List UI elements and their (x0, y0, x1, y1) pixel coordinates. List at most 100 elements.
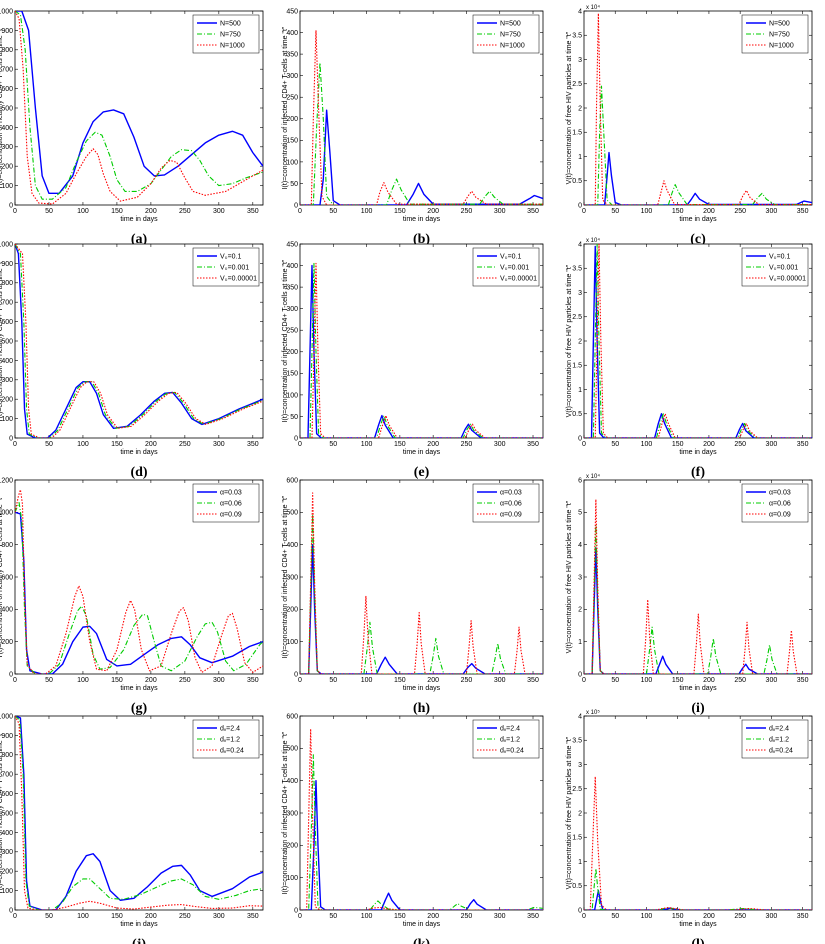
series-line-3 (584, 776, 812, 910)
y-tick-label: 0 (578, 202, 582, 209)
y-tick-label: 1000 (0, 8, 13, 15)
x-tick-label: 200 (703, 208, 715, 215)
x-tick-label: 0 (582, 208, 586, 215)
y-axis-label: T(t)=concentration of healthy CD4+ T-cel… (0, 495, 4, 659)
legend-label: N=500 (769, 21, 790, 28)
y-multiplier: x 10⁴ (586, 4, 600, 11)
y-tick-label: 2 (578, 810, 582, 817)
x-tick-label: 0 (13, 677, 17, 684)
chart-f: 0 50 100 150 200 250 300 350 0 0.5 1 1.5 2 2.5 3 3.5 4 x … (566, 237, 813, 480)
series-line-3 (584, 12, 812, 205)
legend-label: V₀=0.001 (220, 265, 249, 272)
y-tick-label: 250 (286, 328, 298, 335)
y-tick-label: 0 (294, 435, 298, 442)
panel-caption: (d) (130, 465, 147, 480)
x-axis-label: time in days (403, 216, 441, 223)
legend-label: V₀=0.001 (769, 265, 798, 272)
y-tick-label: 400 (286, 542, 298, 549)
y-tick-label: 150 (286, 138, 298, 145)
legend-label: N=750 (500, 32, 521, 39)
x-tick-label: 150 (111, 208, 123, 215)
y-tick-label: 1000 (0, 241, 13, 248)
y-axis-label: I(t)=concentration of infected CD4+ T-ce… (282, 26, 289, 189)
y-tick-label: 3 (578, 290, 582, 297)
y-tick-label: 0.5 (572, 178, 582, 185)
legend-label: V₀=0.001 (500, 265, 529, 272)
legend: dᵥ=2.4 dᵥ=1.2 dᵥ=0.24 (741, 719, 809, 759)
x-tick-label: 150 (394, 441, 406, 448)
y-tick-label: 200 (286, 607, 298, 614)
legend: dᵥ=2.4 dᵥ=1.2 dᵥ=0.24 (192, 719, 260, 759)
x-tick-label: 250 (461, 441, 473, 448)
x-tick-label: 150 (672, 913, 684, 920)
x-tick-label: 250 (734, 441, 746, 448)
legend-label: V₀=0.00001 (500, 276, 537, 283)
y-tick-label: 1 (578, 859, 582, 866)
legend-label: dᵥ=1.2 (500, 737, 520, 744)
series-line-3 (300, 262, 543, 438)
legend: V₀=0.1 V₀=0.001 V₀=0.00001 (472, 247, 540, 287)
y-tick-label: 3.5 (572, 266, 582, 273)
y-tick-label: 800 (1, 47, 13, 54)
chart-k: 0 50 100 150 200 250 300 350 0 100 200 300 400 500 600… (282, 713, 544, 944)
x-tick-label: 350 (527, 208, 539, 215)
y-tick-label: 2.5 (572, 786, 582, 793)
y-tick-label: 0.5 (572, 411, 582, 418)
y-tick-label: 300 (286, 73, 298, 80)
x-tick-label: 250 (461, 677, 473, 684)
y-tick-label: 100 (1, 416, 13, 423)
legend: α=0.03 α=0.06 α=0.09 (472, 483, 540, 523)
legend-label: dᵥ=2.4 (220, 726, 240, 733)
y-tick-label: 1.5 (572, 835, 582, 842)
x-tick-label: 150 (394, 208, 406, 215)
series-line-2 (15, 716, 263, 910)
x-tick-label: 100 (77, 208, 89, 215)
x-axis-label: time in days (120, 216, 158, 223)
y-tick-label: 4 (578, 8, 582, 15)
y-tick-label: 300 (286, 810, 298, 817)
series-line-2 (584, 868, 812, 910)
x-tick-label: 300 (766, 913, 778, 920)
legend-label: dᵥ=1.2 (769, 737, 789, 744)
y-tick-label: 600 (1, 791, 13, 798)
legend-label: α=0.03 (220, 490, 242, 497)
x-tick-label: 250 (461, 208, 473, 215)
y-multiplier: x 10⁴ (586, 473, 600, 480)
y-tick-label: 2 (578, 607, 582, 614)
x-tick-label: 250 (734, 677, 746, 684)
legend-label: dᵥ=0.24 (769, 748, 793, 755)
y-tick-label: 100 (286, 875, 298, 882)
legend-label: dᵥ=1.2 (220, 737, 240, 744)
legend-label: N=1000 (769, 43, 794, 50)
x-tick-label: 50 (45, 441, 53, 448)
y-axis-label: I(t)=concentration of infected CD4+ T-ce… (282, 731, 289, 894)
x-tick-label: 100 (361, 677, 373, 684)
x-tick-label: 100 (361, 913, 373, 920)
y-tick-label: 800 (1, 280, 13, 287)
x-tick-label: 200 (703, 913, 715, 920)
x-axis-label: time in days (679, 921, 717, 928)
legend-label: dᵥ=0.24 (500, 748, 524, 755)
series-line-2 (15, 11, 263, 200)
series-line-1 (15, 511, 263, 674)
legend: V₀=0.1 V₀=0.001 V₀=0.00001 (741, 247, 809, 287)
x-tick-label: 100 (361, 441, 373, 448)
x-tick-label: 150 (394, 677, 406, 684)
series-line-3 (15, 244, 263, 438)
x-tick-label: 0 (13, 913, 17, 920)
chart-b: 0 50 100 150 200 250 300 350 0 50 100 150 200 250 300 3… (282, 8, 544, 247)
x-tick-label: 300 (213, 208, 225, 215)
y-tick-label: 100 (286, 639, 298, 646)
y-tick-label: 2 (578, 338, 582, 345)
x-tick-label: 0 (298, 441, 302, 448)
y-axis-label: V(t)=concentration of free HIV particles… (566, 31, 573, 184)
x-tick-label: 250 (179, 208, 191, 215)
x-tick-label: 350 (797, 208, 809, 215)
legend-label: dᵥ=0.24 (220, 748, 244, 755)
chart-a: 0 50 100 150 200 250 300 350 0 100 200 300 400 500 600… (0, 8, 264, 247)
y-tick-label: 400 (1, 358, 13, 365)
legend: dᵥ=2.4 dᵥ=1.2 dᵥ=0.24 (472, 719, 540, 759)
y-tick-label: 1.5 (572, 130, 582, 137)
legend-label: α=0.06 (220, 501, 242, 508)
y-tick-label: 200 (1, 869, 13, 876)
